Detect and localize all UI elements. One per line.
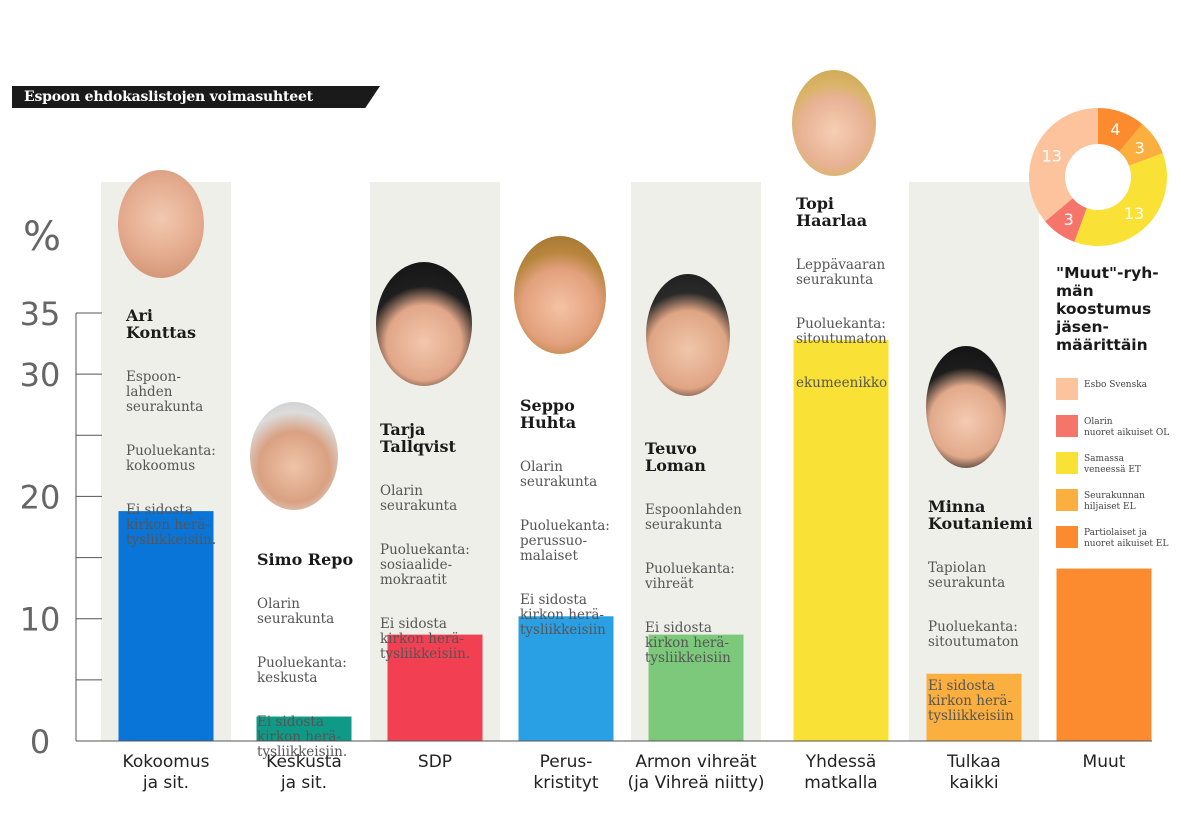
candidate-party: Puoluekanta: vihreät: [645, 561, 735, 592]
candidate-note: Ei sidosta kirkon herä- tysliikkeisiin: [520, 592, 606, 638]
y-tick-label: 20: [20, 478, 61, 516]
candidate-ari-konttas: Ari Konttas Espoon- lahden seurakunta Pu…: [126, 292, 236, 577]
candidate-parish: Tapiolan seurakunta: [928, 560, 1006, 591]
category-label: Muut: [1083, 752, 1126, 772]
category-label: Kokoomus ja sit.: [123, 752, 210, 793]
legend-label: Olarin nuoret aikuiset OL: [1084, 417, 1170, 438]
legend-label: Seurakunnan hiljaiset EL: [1084, 491, 1145, 512]
candidate-parish: Olarin seurakunta: [380, 483, 458, 514]
legend-swatch: [1056, 489, 1078, 511]
candidate-party: Puoluekanta: sitoutumaton: [928, 619, 1019, 650]
bar-0: [118, 511, 214, 741]
candidate-name: Ari Konttas: [126, 306, 197, 342]
candidate-teuvo-loman: Teuvo Loman Espoonlahden seurakunta Puol…: [645, 425, 755, 695]
legend-item: Partiolaiset ja nuoret aikuiset EL: [1056, 526, 1186, 563]
candidate-note: ekumeenikko: [796, 375, 888, 391]
portrait-ari-konttas: [118, 170, 204, 278]
donut-slice-label: 3: [1064, 210, 1074, 229]
legend-swatch: [1056, 378, 1078, 400]
donut-slice-1: [1119, 124, 1163, 166]
portrait-simo-repo: [250, 402, 338, 510]
y-tick-label: 10: [20, 601, 61, 639]
category-label: Yhdessä matkalla: [804, 752, 877, 793]
portrait-tarja-tallqvist: [376, 262, 472, 386]
chart-title: Espoon ehdokaslistojen voimasuhteet: [24, 89, 313, 105]
legend-swatch: [1056, 526, 1078, 548]
portrait-teuvo-loman: [646, 274, 730, 396]
candidate-party: Puoluekanta: sosiaalide- mokraatit: [380, 542, 470, 588]
legend-swatch: [1056, 415, 1078, 437]
candidate-seppo-huhta: Seppo Huhta Olarin seurakunta Puoluekant…: [520, 382, 630, 667]
candidate-party: Puoluekanta: kokoomus: [126, 443, 216, 474]
donut-slice-3: [1045, 198, 1087, 242]
bar-1: [256, 716, 352, 741]
bar-3: [518, 616, 614, 741]
candidate-party: Puoluekanta: keskusta: [257, 655, 347, 686]
candidate-party: Puoluekanta: sitoutumaton: [796, 316, 887, 347]
chart-title-banner: Espoon ehdokaslistojen voimasuhteet: [12, 86, 380, 108]
donut-slice-2: [1074, 153, 1167, 246]
legend-swatch: [1056, 452, 1078, 474]
legend-item: Seurakunnan hiljaiset EL: [1056, 489, 1186, 526]
portrait-topi-haarlaa: [792, 70, 876, 176]
bar-7: [1056, 568, 1152, 741]
bar-6: [926, 673, 1022, 741]
legend-item: Olarin nuoret aikuiset OL: [1056, 415, 1186, 452]
portrait-minna-koutaniemi: [926, 346, 1006, 468]
muut-legend: Esbo Svenska Olarin nuoret aikuiset OL S…: [1056, 378, 1186, 563]
donut-slice-0: [1098, 108, 1143, 152]
donut-slice-label: 3: [1135, 139, 1145, 158]
candidate-parish: Espoon- lahden seurakunta: [126, 369, 204, 415]
candidate-parish: Espoonlahden seurakunta: [645, 502, 742, 533]
category-label: SDP: [418, 752, 452, 772]
legend-label: Samassa veneessä ET: [1084, 454, 1141, 475]
title-banner-background: [12, 86, 380, 108]
candidate-note: Ei sidosta kirkon herä- tysliikkeisiin.: [126, 502, 217, 548]
y-tick-label: 35: [20, 295, 61, 333]
candidate-minna-koutaniemi: Minna Koutaniemi Tapiolan seurakunta Puo…: [928, 483, 1038, 753]
bar-4: [648, 634, 744, 741]
bar-5: [793, 339, 889, 741]
candidate-name: Topi Haarlaa: [796, 194, 868, 230]
candidate-simo-repo: Simo Repo Olarin seurakunta Puoluekanta:…: [257, 536, 367, 789]
candidate-name: Tarja Tallqvist: [380, 420, 456, 456]
donut-slice-4: [1029, 108, 1098, 222]
candidate-note: Ei sidosta kirkon herä- tysliikkeisiin.: [257, 714, 348, 760]
legend-item: Samassa veneessä ET: [1056, 452, 1186, 489]
donut-slice-label: 4: [1110, 120, 1120, 139]
candidate-name: Seppo Huhta: [520, 396, 577, 432]
y-tick-label: 0: [30, 723, 50, 761]
candidate-tarja-tallqvist: Tarja Tallqvist Olarin seurakunta Puolue…: [380, 406, 490, 691]
category-label: Tulkaa kaikki: [946, 752, 1001, 793]
candidate-name: Teuvo Loman: [645, 439, 706, 475]
donut-slice-label: 13: [1042, 146, 1062, 165]
candidate-note: Ei sidosta kirkon herä- tysliikkeisiin: [645, 620, 731, 666]
candidate-parish: Olarin seurakunta: [520, 459, 598, 490]
legend-label: Partiolaiset ja nuoret aikuiset EL: [1084, 528, 1169, 549]
portrait-seppo-huhta: [514, 236, 606, 354]
candidate-parish: Olarin seurakunta: [257, 596, 335, 627]
donut-slice-label: 13: [1124, 204, 1144, 223]
candidate-parish: Leppävaaran seurakunta: [796, 257, 886, 288]
candidate-topi-haarlaa: Topi Haarlaa Leppävaaran seurakunta Puol…: [796, 180, 906, 420]
candidate-name: Simo Repo: [257, 550, 354, 569]
legend-label: Esbo Svenska: [1084, 380, 1148, 390]
category-label: Armon vihreät (ja Vihreä niitty): [627, 752, 764, 793]
category-label: Perus-kristityt: [533, 752, 599, 793]
muut-composition-title: "Muut"-ryh- män koostumus jäsen- määritt…: [1056, 264, 1159, 354]
candidate-note: Ei sidosta kirkon herä- tysliikkeisiin.: [380, 616, 471, 662]
category-label: Keskusta ja sit.: [266, 752, 342, 793]
y-axis-label: %: [23, 214, 61, 260]
y-tick-label: 30: [20, 356, 61, 394]
candidate-name: Minna Koutaniemi: [928, 497, 1033, 533]
candidate-note: Ei sidosta kirkon herä- tysliikkeisiin: [928, 678, 1014, 724]
candidate-party: Puoluekanta: perussuo- malaiset: [520, 518, 610, 564]
bar-2: [387, 634, 483, 741]
legend-item: Esbo Svenska: [1056, 378, 1186, 415]
